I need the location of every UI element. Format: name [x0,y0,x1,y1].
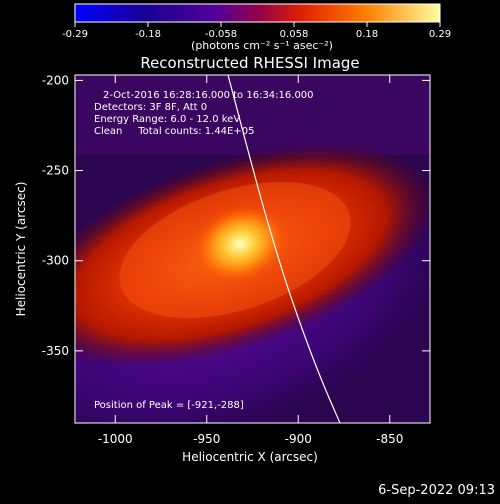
x-axis-ticks: -1000 -950 -900 -850 [98,75,403,446]
info-total-counts: Clean Total counts: 1.44E+05 [94,126,254,137]
info-time-range: 2-Oct-2016 16:28:16.000 to 16:34:16.000 [103,90,314,101]
info-energy-range: Energy Range: 6.0 - 12.0 keV [94,114,240,125]
plot-title: Reconstructed RHESSI Image [140,54,359,72]
y-axis-ticks: -200 -250 -300 -350 [42,73,430,358]
info-detectors: Detectors: 3F 8F, Att 0 [94,102,207,113]
colorbar-tick-label: 0.18 [356,29,378,40]
image-area [75,75,430,423]
x-axis-tick-label: -1000 [98,432,133,446]
colorbar-tick-labels: -0.29 -0.18 -0.058 0.058 0.18 0.29 [62,22,451,40]
colorbar-tick-label: -0.29 [62,29,88,40]
y-axis-tick-label: -250 [42,164,69,178]
y-axis-tick-label: -300 [42,254,69,268]
colorbar-tick-label: 0.058 [280,29,309,40]
timestamp: 6-Sep-2022 09:13 [378,483,495,498]
y-axis-tick-label: -200 [42,73,69,87]
x-axis-tick-label: -950 [193,432,220,446]
x-axis-tick-label: -900 [285,432,312,446]
y-axis-tick-label: -350 [42,344,69,358]
colorbar-tick-label: -0.18 [135,29,161,40]
dark-upper-region [75,75,430,155]
colorbar-tick-label: -0.058 [205,29,237,40]
solar-limb-line [227,75,341,423]
emission-core [193,204,287,284]
y-axis-label: Heliocentric Y (arcsec) [14,182,28,317]
colorbar-tick-label: 0.29 [429,29,451,40]
x-axis-label: Heliocentric X (arcsec) [182,450,318,464]
colorbar-unit-label: (photons cm⁻² s⁻¹ asec⁻²) [191,39,333,52]
plot-frame [74,74,431,424]
colorbar [74,3,441,23]
x-axis-tick-label: -850 [376,432,403,446]
info-peak-position: Position of Peak = [-921,-288] [94,400,244,411]
